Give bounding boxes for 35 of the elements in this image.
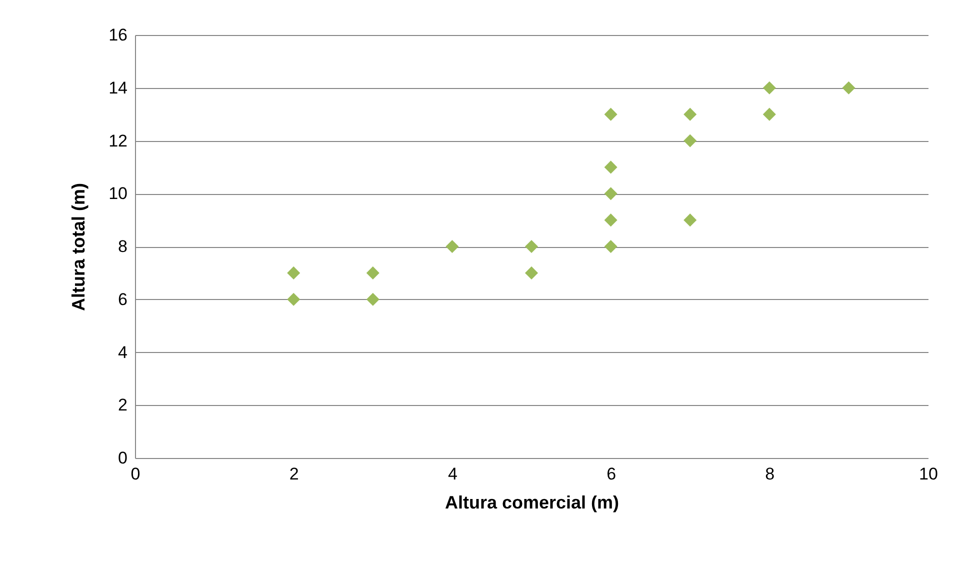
x-axis-title: Altura comercial (m) — [444, 492, 620, 512]
point — [524, 266, 538, 280]
point — [684, 134, 697, 148]
y-tick-label: 16 — [108, 26, 128, 44]
point — [287, 292, 300, 306]
point — [604, 214, 618, 227]
x-tick-label: 8 — [765, 464, 775, 484]
point — [684, 108, 697, 121]
point — [287, 266, 300, 280]
x-tick-label: 10 — [919, 464, 938, 484]
x-tick-label: 4 — [448, 464, 458, 484]
point — [842, 81, 856, 94]
y-axis-title: Altura total (m) — [68, 183, 89, 311]
x-tick-label: 6 — [606, 464, 616, 484]
y-tick-label: 0 — [118, 448, 128, 468]
y-tick-label: 14 — [108, 78, 128, 98]
y-tick-label: 8 — [118, 237, 128, 256]
y-tick-label: 12 — [108, 131, 128, 150]
point — [366, 266, 380, 280]
point — [366, 292, 380, 306]
point — [762, 108, 776, 121]
x-tick-label: 0 — [130, 464, 140, 484]
point — [604, 187, 618, 200]
point — [524, 240, 538, 254]
y-tick-label: 4 — [118, 342, 128, 362]
y-tick-label: 2 — [118, 396, 128, 415]
point — [604, 160, 618, 174]
point — [604, 240, 618, 254]
x-tick-label: 2 — [289, 464, 299, 484]
y-tick-label: 6 — [118, 290, 128, 309]
point — [684, 214, 697, 227]
y-tick-label: 10 — [108, 184, 128, 204]
point — [604, 108, 618, 121]
point — [762, 81, 776, 94]
point — [446, 240, 459, 254]
